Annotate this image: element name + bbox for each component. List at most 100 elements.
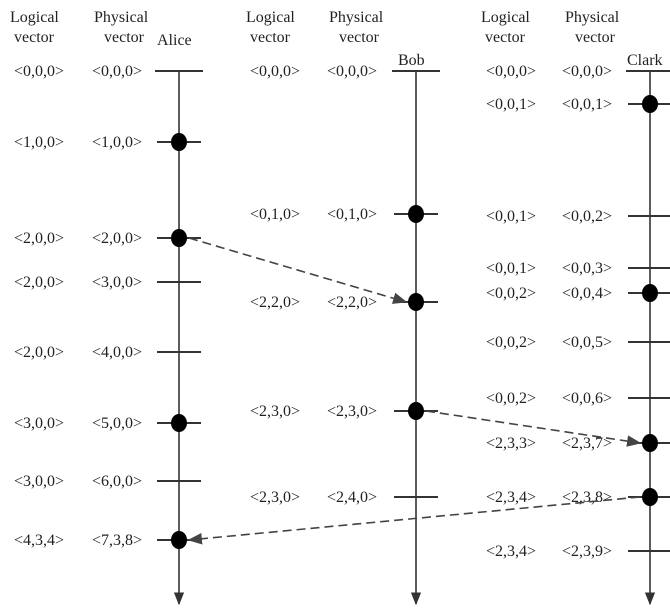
event-dot <box>171 414 187 432</box>
physical-vector-label: <0,0,0> <box>562 63 612 80</box>
logical-vector-label: <0,1,0> <box>250 206 300 223</box>
physical-header-line2: vector <box>104 29 144 46</box>
event-tick: <2,3,4> <2,3,9> <box>486 543 670 560</box>
logical-header-line1: Logical <box>10 9 59 26</box>
physical-vector-label: <0,1,0> <box>327 206 377 223</box>
event-tick: <0,0,2> <0,0,6> <box>486 390 670 407</box>
physical-vector-label: <5,0,0> <box>92 415 142 432</box>
logical-header-line2: vector <box>14 29 54 46</box>
logical-header-line1: Logical <box>246 9 295 26</box>
event-tick: <2,3,0> <2,4,0> <box>250 489 438 506</box>
message-clark-to-alice <box>187 496 641 545</box>
event-dot: <2,0,0> <2,0,0> <box>14 229 201 247</box>
event-tick: <0,0,2> <0,0,5> <box>486 334 670 351</box>
event-dot <box>171 229 187 247</box>
physical-vector-label: <7,3,8> <box>92 532 142 549</box>
physical-vector-label: <0,0,0> <box>92 63 142 80</box>
logical-vector-label: <0,0,0> <box>250 63 300 80</box>
physical-vector-label: <2,4,0> <box>327 489 377 506</box>
event-tick: <0,0,1> <0,0,2> <box>486 208 670 225</box>
physical-header-line2: vector <box>339 29 379 46</box>
event-dot <box>408 205 424 223</box>
event-start: <0,0,0> <0,0,0> <box>486 63 670 80</box>
logical-vector-label: <4,3,4> <box>14 532 64 549</box>
physical-vector-label: <6,0,0> <box>92 473 142 490</box>
event-dot <box>171 531 187 549</box>
event-dot: <0,0,2> <0,0,4> <box>486 284 670 302</box>
event-dot: <2,3,0> <2,3,0> <box>250 402 438 420</box>
event-dot: <2,3,4> <2,3,8> <box>486 488 670 506</box>
logical-header-line2: vector <box>485 29 525 46</box>
message-arrows <box>187 237 642 545</box>
process-name: Alice <box>157 32 192 49</box>
physical-vector-label: <3,0,0> <box>92 274 142 291</box>
logical-vector-label: <2,3,0> <box>250 489 300 506</box>
logical-vector-label: <0,0,0> <box>14 63 64 80</box>
logical-vector-label: <3,0,0> <box>14 473 64 490</box>
event-dot <box>408 402 424 420</box>
event-dot: <3,0,0> <5,0,0> <box>14 414 201 432</box>
logical-header-alice: Logical vector <box>10 8 59 48</box>
physical-vector-label: <0,0,2> <box>562 208 612 225</box>
event-dot: <4,3,4> <7,3,8> <box>14 531 201 549</box>
logical-vector-label: <0,0,1> <box>486 260 536 277</box>
physical-vector-label: <2,2,0> <box>327 294 377 311</box>
logical-header-clark: Logical vector <box>481 8 530 48</box>
logical-vector-label: <1,0,0> <box>14 134 64 151</box>
logical-vector-label: <0,0,2> <box>486 390 536 407</box>
logical-vector-label: <2,0,0> <box>14 344 64 361</box>
event-dot: <2,2,0> <2,2,0> <box>250 293 438 311</box>
logical-vector-label: <2,3,4> <box>486 543 536 560</box>
process-alice: Alice <0,0,0> <0,0,0> <1,0,0> <1,0,0> <2,0,0>… <box>14 32 203 606</box>
logical-header-line1: Logical <box>481 9 530 26</box>
event-dot <box>642 488 658 506</box>
event-start: <0,0,0> <0,0,0> <box>14 63 203 80</box>
logical-vector-label: <0,0,1> <box>486 96 536 113</box>
logical-header-line2: vector <box>250 29 290 46</box>
process-name: Clark <box>627 52 663 69</box>
logical-header-bob: Logical vector <box>246 8 295 48</box>
message-bob-to-clark <box>425 410 642 447</box>
logical-vector-label: <2,3,4> <box>486 489 536 506</box>
logical-vector-label: <2,0,0> <box>14 230 64 247</box>
event-dot: <1,0,0> <1,0,0> <box>14 133 201 151</box>
physical-header-line2: vector <box>575 29 615 46</box>
logical-vector-label: <2,2,0> <box>250 294 300 311</box>
event-tick: <3,0,0> <6,0,0> <box>14 473 201 490</box>
event-dot <box>642 434 658 452</box>
event-dot <box>171 133 187 151</box>
event-tick: <2,0,0> <3,0,0> <box>14 274 201 291</box>
event-start: <0,0,0> <0,0,0> <box>250 63 440 80</box>
event-tick: <2,0,0> <4,0,0> <box>14 344 201 361</box>
physical-vector-label: <0,0,4> <box>562 285 612 302</box>
physical-vector-label: <0,0,5> <box>562 334 612 351</box>
physical-header-line1: Physical <box>94 9 149 26</box>
event-dot: <0,0,1> <0,0,1> <box>486 95 670 113</box>
process-clark: Clark<0,0,0> <0,0,0><0,0,1> <0,0,1><0,0,1>… <box>486 52 670 606</box>
event-dot <box>408 293 424 311</box>
logical-vector-label: <2,3,3> <box>486 435 536 452</box>
physical-vector-label: <2,3,0> <box>327 403 377 420</box>
physical-vector-label: <2,0,0> <box>92 230 142 247</box>
event-dot <box>642 284 658 302</box>
physical-header-alice: Physical vector <box>94 8 148 48</box>
logical-vector-label: <3,0,0> <box>14 415 64 432</box>
event-tick: <0,0,1> <0,0,3> <box>486 260 670 277</box>
physical-vector-label: <2,3,7> <box>562 435 612 452</box>
physical-vector-label: <0,0,1> <box>562 96 612 113</box>
logical-vector-label: <0,0,2> <box>486 334 536 351</box>
logical-vector-label: <0,0,2> <box>486 285 536 302</box>
process-bob: Bob<0,0,0> <0,0,0><0,1,0> <0,1,0><2,2,0> <2… <box>250 52 440 606</box>
message-alice-to-bob <box>188 237 408 304</box>
physical-vector-label: <1,0,0> <box>92 134 142 151</box>
process-lanes: Alice <0,0,0> <0,0,0> <1,0,0> <1,0,0> <2,0,0>… <box>14 32 670 606</box>
logical-vector-label: <2,3,0> <box>250 403 300 420</box>
event-dot: <0,1,0> <0,1,0> <box>250 205 438 223</box>
physical-vector-label: <0,0,6> <box>562 390 612 407</box>
physical-header-bob: Physical vector <box>329 8 383 48</box>
physical-vector-label: <2,3,9> <box>562 543 612 560</box>
logical-vector-label: <0,0,0> <box>486 63 536 80</box>
process-name: Bob <box>398 52 425 69</box>
physical-vector-label: <0,0,3> <box>562 260 612 277</box>
logical-vector-label: <0,0,1> <box>486 208 536 225</box>
